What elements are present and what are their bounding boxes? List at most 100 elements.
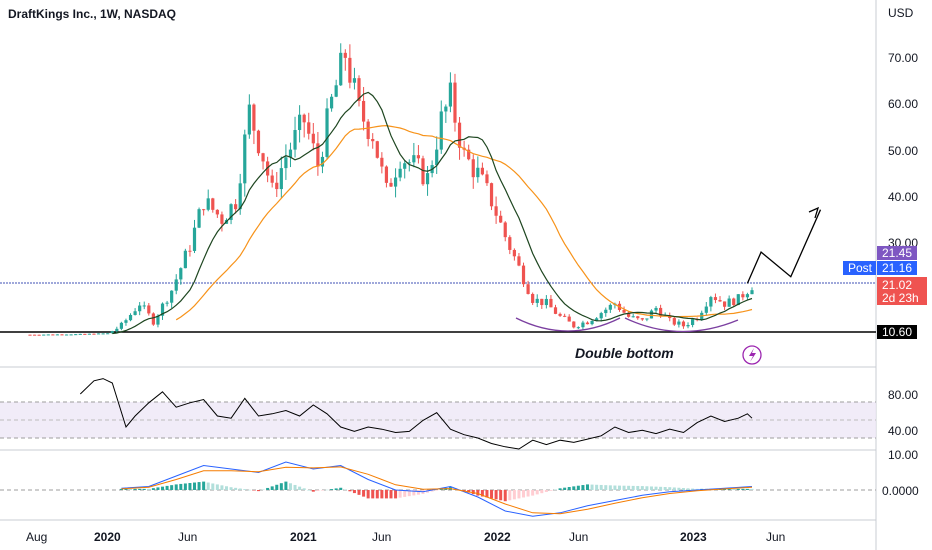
time-tick: Aug bbox=[26, 530, 47, 544]
candle-body bbox=[288, 149, 293, 158]
macd-histogram-bar bbox=[311, 490, 315, 492]
candle-body bbox=[151, 313, 155, 325]
macd-histogram-bar bbox=[320, 490, 324, 491]
lightning-icon[interactable] bbox=[742, 345, 762, 365]
macd-histogram-bar bbox=[220, 485, 224, 490]
macd-histogram-bar bbox=[330, 489, 334, 490]
candle-body bbox=[188, 250, 192, 252]
macd-histogram-bar bbox=[165, 485, 169, 490]
macd-histogram-bar bbox=[398, 490, 402, 498]
macd-histogram-bar bbox=[531, 490, 535, 496]
candle-body bbox=[256, 130, 261, 154]
candle-body bbox=[745, 294, 750, 298]
macd-histogram-bar bbox=[727, 488, 731, 490]
macd-histogram-bar bbox=[522, 490, 526, 498]
macd-histogram-bar bbox=[723, 488, 727, 490]
candle-body bbox=[563, 315, 567, 317]
candle-body bbox=[581, 322, 585, 328]
candle-body bbox=[631, 316, 635, 318]
candle-body bbox=[407, 162, 411, 164]
candle-body bbox=[389, 182, 393, 187]
signal-line bbox=[121, 466, 753, 515]
macd-histogram-bar bbox=[252, 490, 256, 491]
macd-histogram-bar bbox=[266, 487, 270, 490]
macd-histogram-bar bbox=[293, 484, 297, 490]
price-axis[interactable]: 70.00 60.00 50.00 40.00 30.00 bbox=[888, 51, 918, 250]
candle-body bbox=[128, 314, 133, 321]
candle-body bbox=[672, 318, 676, 325]
macd-histogram-bar bbox=[627, 485, 631, 490]
macd-axis[interactable]: 10.00 0.0000 bbox=[882, 448, 919, 498]
macd-histogram-bar bbox=[325, 489, 329, 491]
candle-body bbox=[704, 306, 708, 313]
rsi-axis[interactable]: 80.00 40.00 bbox=[888, 388, 918, 438]
post-value: 21.16 bbox=[882, 261, 912, 275]
candle-body bbox=[494, 206, 498, 216]
candle-body bbox=[718, 300, 722, 302]
candle-body bbox=[352, 78, 357, 83]
candle-body bbox=[179, 268, 183, 280]
macd-histogram-bar bbox=[343, 489, 347, 491]
bar-countdown: 2d 23h bbox=[882, 291, 919, 305]
candle-body bbox=[645, 318, 649, 320]
macd-histogram-bar bbox=[695, 488, 699, 490]
candle-body bbox=[32, 334, 37, 336]
support-value: 10.60 bbox=[882, 325, 912, 339]
macd-histogram-bar bbox=[179, 483, 183, 490]
macd-histogram-bar bbox=[741, 488, 745, 490]
candle-body bbox=[284, 157, 288, 169]
macd-histogram-bar bbox=[636, 485, 640, 490]
candle-body bbox=[55, 334, 60, 336]
macd-histogram-bar bbox=[193, 482, 197, 490]
macd-histogram-bar bbox=[174, 484, 178, 490]
candle-body bbox=[302, 114, 306, 123]
macd-histogram-bar bbox=[389, 490, 393, 499]
macd-histogram-bar bbox=[362, 490, 366, 497]
candle-body bbox=[585, 322, 590, 325]
macd-histogram-bar bbox=[206, 482, 210, 490]
macd-histogram-bar bbox=[380, 490, 384, 499]
candle-body bbox=[453, 82, 457, 123]
macd-histogram-bar bbox=[581, 485, 585, 490]
macd-histogram-bar bbox=[435, 490, 439, 491]
macd-histogram-bar bbox=[585, 484, 589, 490]
macd-histogram-bar bbox=[686, 488, 690, 490]
candle-body bbox=[37, 334, 41, 336]
macd-histogram-bar bbox=[215, 484, 219, 490]
candle-body bbox=[471, 159, 475, 178]
macd-histogram-bar bbox=[549, 490, 553, 491]
macd-histogram bbox=[119, 481, 754, 502]
candle-body bbox=[96, 333, 101, 335]
candle-body bbox=[51, 334, 55, 336]
macd-histogram-bar bbox=[677, 487, 681, 490]
candle-body bbox=[544, 298, 548, 306]
macd-histogram-bar bbox=[211, 483, 215, 490]
time-axis[interactable]: Aug 2020 Jun 2021 Jun 2022 Jun 2023 Jun bbox=[26, 530, 785, 544]
candle-body bbox=[343, 52, 347, 58]
time-tick: Jun bbox=[766, 530, 785, 544]
candle-body bbox=[78, 333, 82, 335]
macd-histogram-bar bbox=[247, 489, 251, 491]
time-tick: Jun bbox=[569, 530, 588, 544]
macd-histogram-bar bbox=[366, 490, 370, 499]
candle-body bbox=[526, 284, 530, 294]
projection-path bbox=[746, 209, 822, 284]
candle-body bbox=[572, 321, 576, 328]
macd-histogram-bar bbox=[284, 481, 288, 490]
macd-histogram-bar bbox=[526, 490, 530, 497]
candle-body bbox=[215, 209, 219, 215]
macd-histogram-bar bbox=[394, 490, 398, 499]
candle-body bbox=[416, 155, 421, 159]
candle-body bbox=[92, 333, 96, 335]
high-badge bbox=[877, 246, 917, 260]
macd-histogram-bar bbox=[412, 490, 416, 496]
macd-histogram-bar bbox=[503, 490, 507, 502]
macd-histogram-bar bbox=[471, 490, 475, 495]
macd-histogram-bar bbox=[567, 487, 571, 490]
candle-body bbox=[384, 166, 389, 183]
macd-histogram-bar bbox=[133, 488, 137, 490]
macd-histogram-bar bbox=[576, 485, 580, 490]
candle-body bbox=[234, 204, 238, 210]
candle-body bbox=[636, 316, 640, 319]
